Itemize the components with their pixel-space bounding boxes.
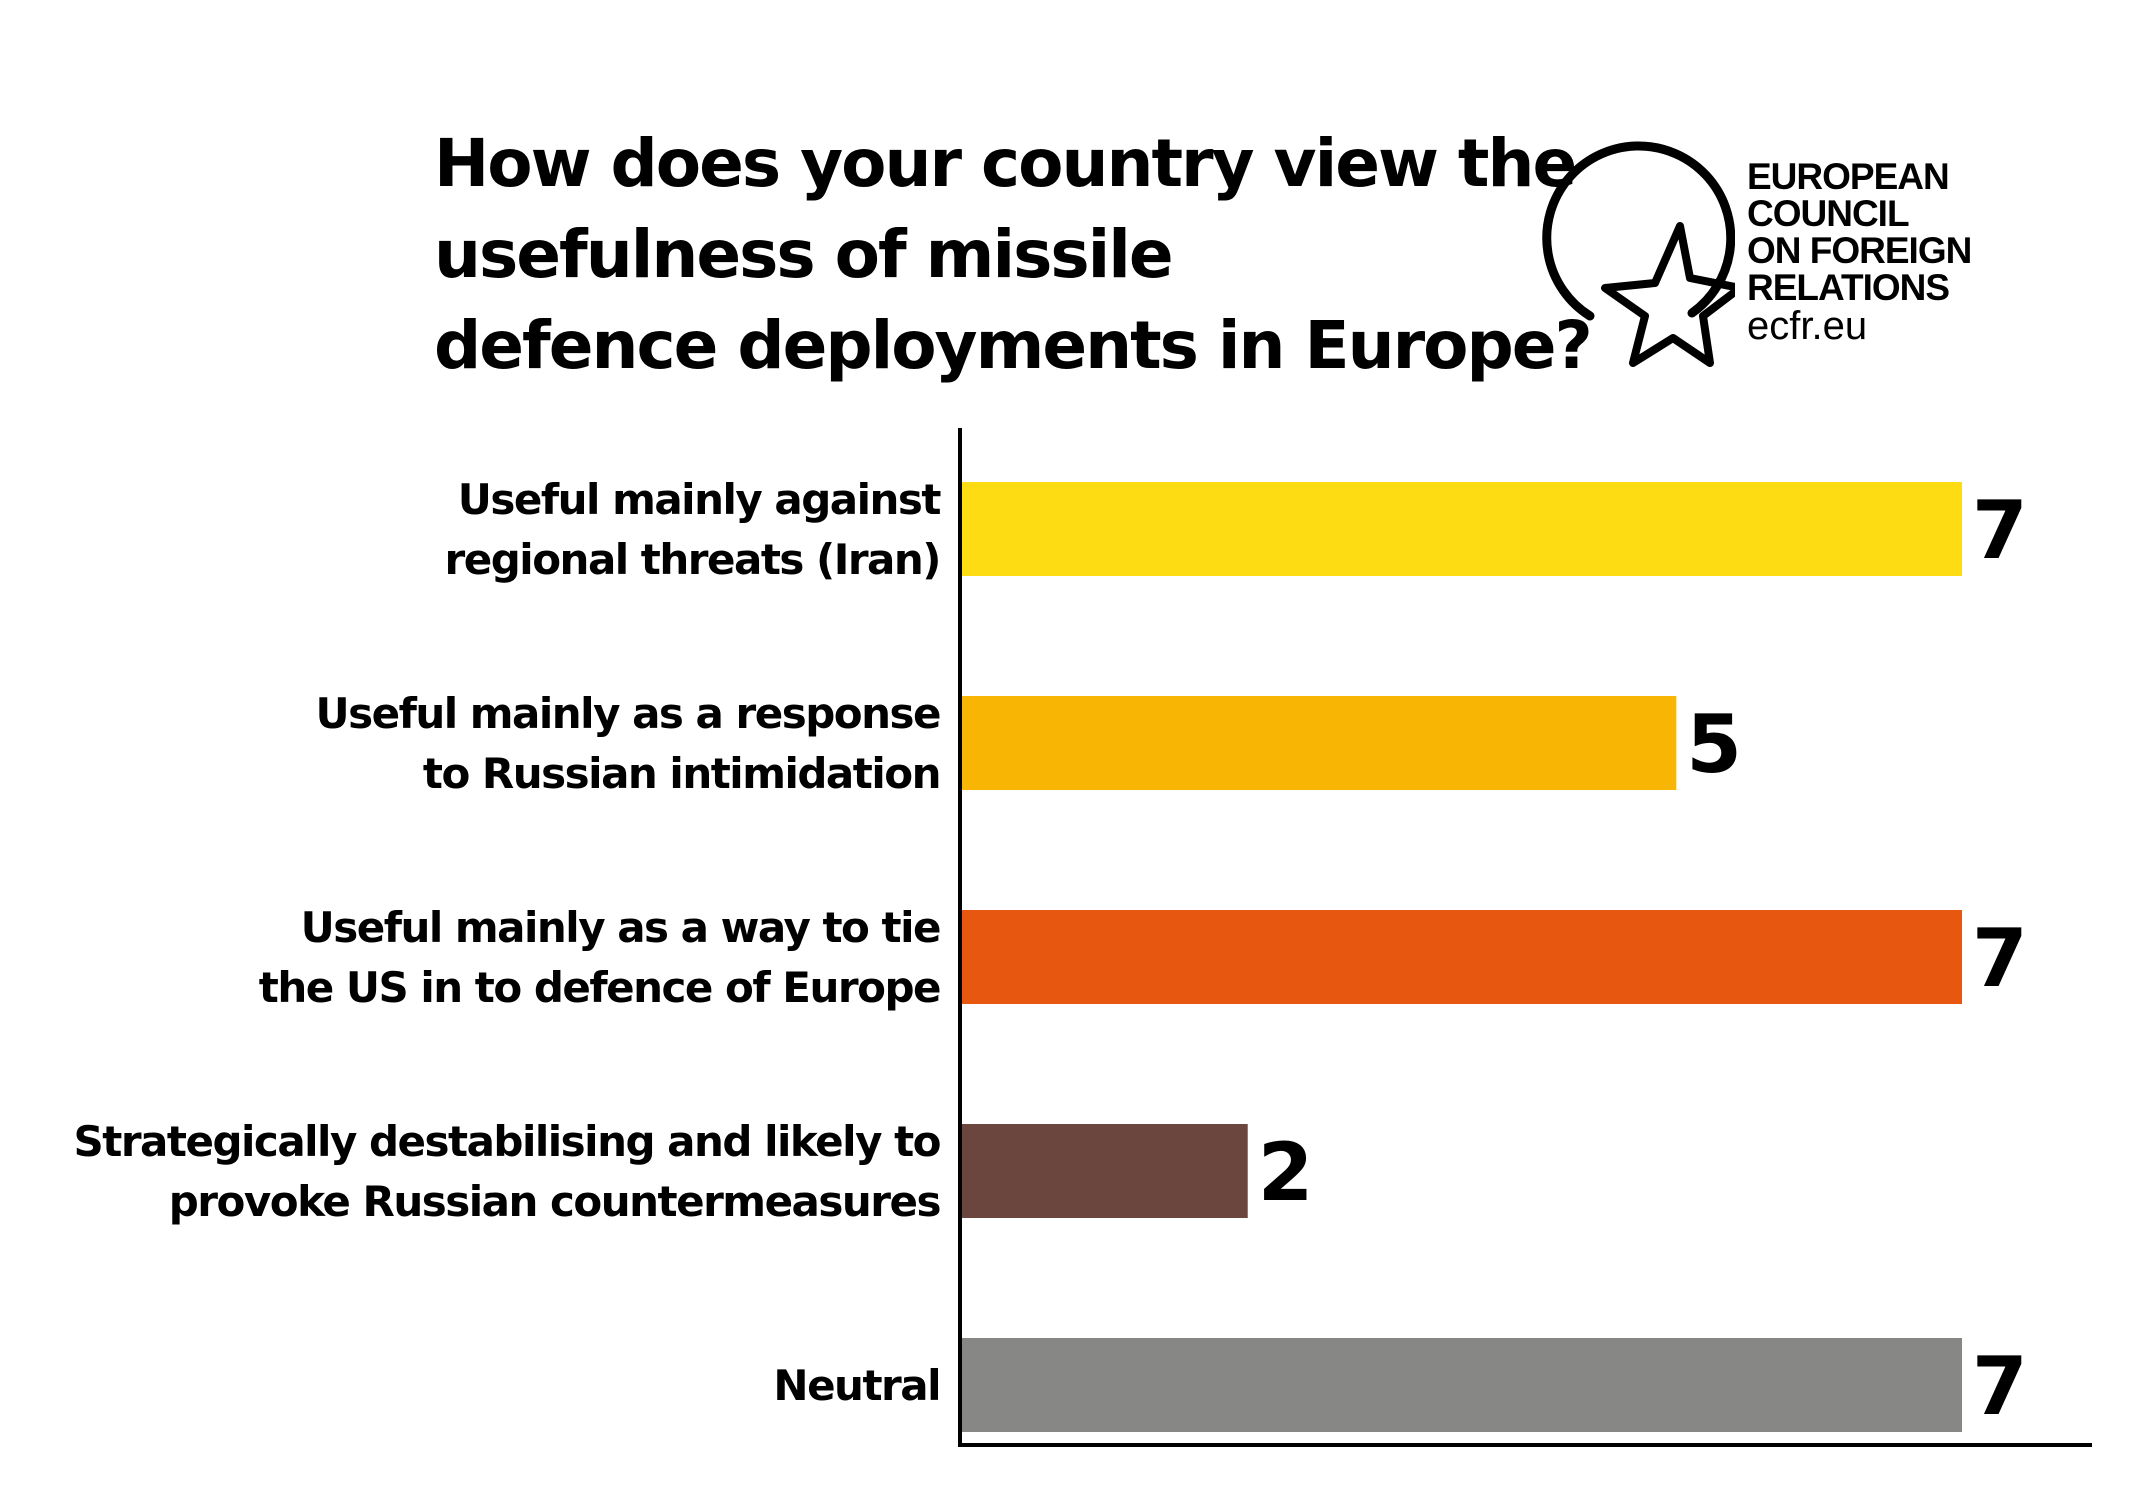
value-label-4: 2	[1258, 1126, 1314, 1219]
category-label-2-line-1: Useful mainly as a response	[315, 689, 940, 738]
logo-line: ON FOREIGN	[1747, 230, 1972, 271]
circle-star-icon	[1542, 141, 1735, 367]
logo-url: ecfr.eu	[1747, 304, 1868, 348]
category-label-1-line-1: Useful mainly against	[458, 475, 942, 524]
bar-1	[962, 482, 1962, 576]
chart-title: How does your country view the usefulnes…	[434, 118, 1593, 391]
category-label-3-line-1: Useful mainly as a way to tie	[301, 903, 940, 952]
category-label-5-line-1: Neutral	[773, 1361, 940, 1410]
chart-title-line: usefulness of missile	[434, 216, 1174, 293]
category-label-4-line-2: provoke Russian countermeasures	[169, 1177, 941, 1226]
chart-title-line: defence deployments in Europe?	[434, 307, 1593, 384]
logo-line: COUNCIL	[1747, 193, 1910, 234]
logo-wordmark: EUROPEAN COUNCIL ON FOREIGN RELATIONS	[1747, 156, 1972, 308]
value-label-1: 7	[1972, 484, 2028, 577]
category-label-4-line-1: Strategically destabilising and likely t…	[74, 1117, 941, 1166]
bar-5	[962, 1338, 1962, 1432]
category-labels-group: Useful mainly against regional threats (I…	[74, 475, 943, 1410]
category-label-1-line-2: regional threats (Iran)	[445, 535, 940, 584]
category-label-2-line-2: to Russian intimidation	[423, 749, 940, 798]
logo-line: EUROPEAN	[1747, 156, 1950, 197]
bar-3	[962, 910, 1962, 1004]
category-label-3-line-2: the US in to defence of Europe	[259, 963, 940, 1012]
chart-title-line: How does your country view the	[434, 125, 1577, 202]
value-label-5: 7	[1972, 1340, 2028, 1433]
value-label-2: 5	[1686, 698, 1742, 791]
value-label-3: 7	[1972, 912, 2028, 1005]
ecfr-logo: EUROPEAN COUNCIL ON FOREIGN RELATIONS ec…	[1525, 138, 2045, 378]
bar-4	[962, 1124, 1248, 1218]
bar-2	[962, 696, 1677, 790]
bars-group	[962, 482, 1962, 1432]
value-labels-group: 7 5 7 2 7	[1258, 484, 2028, 1433]
logo-line: RELATIONS	[1747, 267, 1950, 308]
